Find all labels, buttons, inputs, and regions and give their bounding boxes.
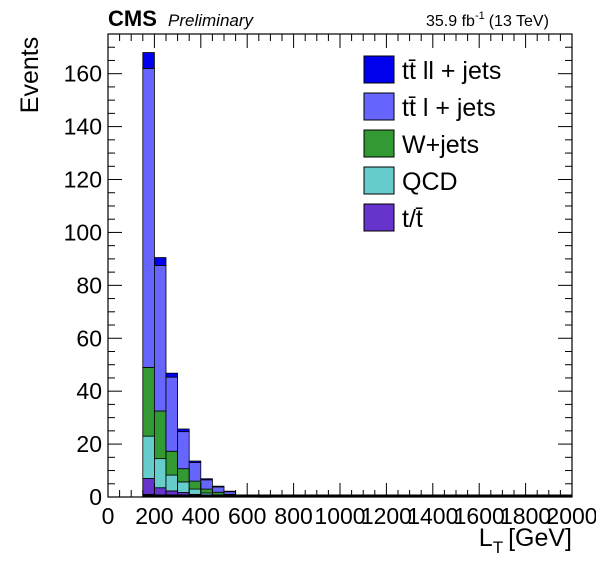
histogram-bar-4-2 (153, 265, 167, 412)
y-tick-label: 160 (64, 61, 102, 87)
y-tick-label: 0 (89, 484, 102, 510)
legend-swatch (363, 129, 395, 158)
legend-label: W+jets (402, 131, 479, 159)
lumi-value: 35.9 fb (426, 13, 475, 30)
histogram-bar-2-5 (188, 488, 202, 495)
x-axis-label-unit: [GeV] (508, 524, 572, 552)
cms-label: CMS (108, 6, 157, 31)
legend-swatch (363, 92, 395, 121)
histogram-bar-4-5 (188, 462, 202, 482)
histogram-bar-1-2 (153, 487, 167, 497)
histogram-bar-4-4 (177, 431, 190, 470)
y-tick-label: 140 (64, 114, 102, 140)
histogram-bar-1-1 (142, 478, 155, 495)
histogram-bar-3-4 (177, 468, 190, 483)
x-tick-label: 200 (135, 503, 173, 529)
histogram-bar-2-4 (177, 481, 190, 493)
histogram-bar-3-1 (142, 366, 155, 437)
histogram-bars (142, 52, 572, 498)
x-tick-label: 800 (274, 503, 312, 529)
x-axis-label-main: L (479, 524, 493, 552)
y-tick-label: 60 (76, 325, 102, 351)
x-tick-label: 1200 (361, 503, 412, 529)
y-tick-label: 100 (64, 219, 102, 245)
x-tick-label: 2000 (546, 503, 596, 529)
histogram-bar-5-5 (188, 460, 202, 464)
histogram-bar-5-6 (200, 478, 213, 481)
histogram-bar-2-1 (142, 435, 155, 479)
histogram-bar-5-1 (142, 52, 155, 69)
histogram-bar-3-3 (165, 450, 178, 476)
histogram-bar-3-6 (200, 488, 213, 494)
histogram-bar-5-3 (165, 372, 178, 378)
histogram-bar-3-2 (153, 410, 167, 460)
histogram-bar-2-2 (153, 458, 167, 489)
histogram-bar-2-3 (165, 474, 178, 492)
x-tick-label: 1600 (454, 503, 505, 529)
x-tick-label: 0 (102, 503, 115, 529)
y-tick-label: 20 (76, 431, 102, 457)
legend: tt̄ ll + jets tt̄ l + jets W+jets QCD t/t̄ (363, 55, 501, 233)
legend-label: t/t̄ (402, 205, 423, 233)
legend-label: tt̄ ll + jets (402, 57, 501, 85)
y-axis-label: Events (16, 37, 44, 113)
legend-label: tt̄ l + jets (402, 94, 496, 122)
histogram-bar-5-4 (177, 428, 190, 433)
preliminary-label: Preliminary (168, 11, 255, 30)
y-tick-label: 40 (76, 378, 102, 404)
histogram-bar-4-6 (200, 479, 213, 490)
histogram-bar-4-1 (142, 67, 155, 368)
x-axis-label: LT [GeV] (479, 524, 572, 557)
histogram-bar-5-7 (211, 485, 225, 488)
legend-swatch (363, 166, 395, 195)
lumi-exponent: -1 (475, 10, 485, 22)
y-tick-label: 80 (76, 272, 102, 298)
histogram-bar-3-5 (188, 480, 202, 490)
x-tick-label: 400 (182, 503, 220, 529)
histogram-bar-5-2 (153, 257, 167, 266)
legend-label: QCD (402, 168, 458, 196)
x-tick-label: 1800 (500, 503, 551, 529)
histogram-bar-4-3 (165, 376, 178, 452)
x-tick-label: 1400 (407, 503, 458, 529)
histogram-bar-5-8 (223, 490, 237, 493)
legend-swatch (363, 55, 395, 84)
histogram-bar-4-7 (211, 486, 225, 493)
lumi-label: 35.9 fb-1 (13 TeV) (426, 10, 549, 30)
legend-swatch (363, 203, 395, 232)
energy-label: (13 TeV) (489, 13, 549, 30)
x-tick-label: 600 (228, 503, 266, 529)
y-tick-label: 120 (64, 167, 102, 193)
x-axis-label-sub: T (493, 538, 503, 557)
x-tick-label: 1000 (314, 503, 365, 529)
